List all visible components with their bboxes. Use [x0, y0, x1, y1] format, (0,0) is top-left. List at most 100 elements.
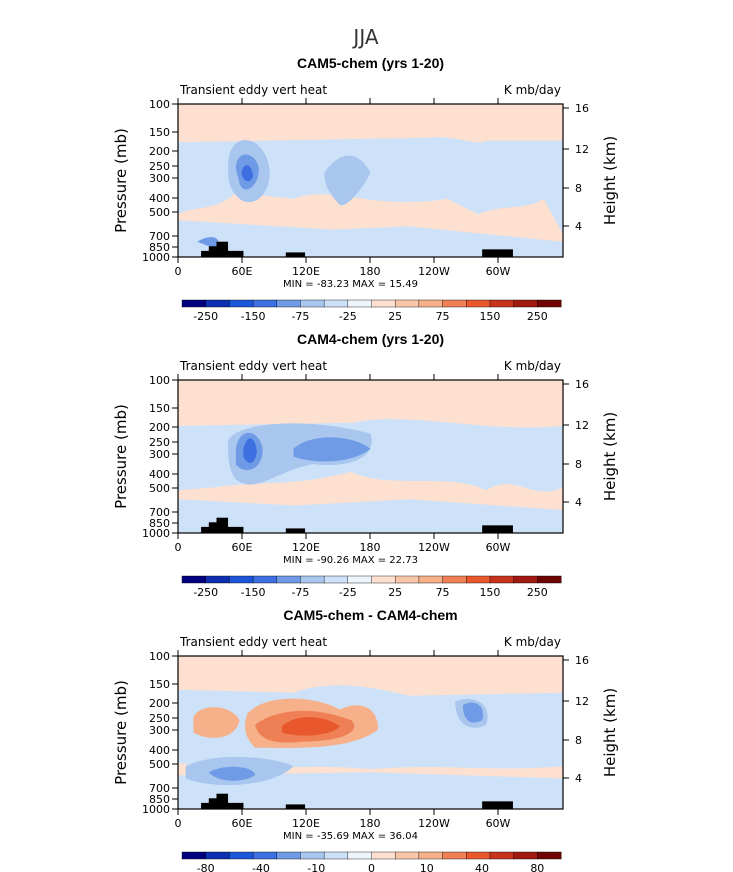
- y-tick-label: 150: [149, 678, 170, 691]
- x-tick-label: 180: [360, 817, 381, 830]
- chart-panel: CAM5-chem (yrs 1-20) Transient eddy vert …: [112, 55, 619, 323]
- y-tick-label: 300: [149, 172, 170, 185]
- x-tick-label: 120W: [418, 541, 450, 554]
- colorbar-swatch: [323, 299, 349, 308]
- colorbar-swatch: [466, 851, 491, 860]
- colorbar-label: -150: [241, 586, 266, 599]
- contour-region: [178, 137, 563, 234]
- colorbar-swatch: [300, 299, 325, 308]
- x-tick-label: 60W: [486, 817, 511, 830]
- figure-title: JJA: [351, 25, 378, 49]
- colorbar-swatch: [489, 575, 515, 584]
- colorbar-swatch: [229, 575, 254, 584]
- x-tick-label: 180: [360, 541, 381, 554]
- colorbar-label: -10: [307, 862, 325, 872]
- colorbar-swatch: [252, 575, 278, 584]
- contour-field: [178, 685, 563, 809]
- y-tick-label: 200: [149, 421, 170, 434]
- y-tick-label: 1000: [142, 527, 170, 540]
- y2-axis-label: Height (km): [601, 688, 619, 777]
- contour-region: [281, 717, 340, 736]
- colorbar-swatch: [276, 851, 301, 860]
- y-tick-label: 150: [149, 126, 170, 139]
- panel-title: CAM5-chem (yrs 1-20): [297, 55, 444, 71]
- colorbar-swatch: [252, 299, 278, 308]
- y-tick-label: 500: [149, 482, 170, 495]
- terrain: [482, 525, 513, 533]
- terrain: [285, 252, 306, 257]
- x-tick-label: 60E: [232, 817, 253, 830]
- x-tick-label: 0: [175, 541, 182, 554]
- colorbar-swatch: [418, 299, 444, 308]
- x-tick-label: 120W: [418, 265, 450, 278]
- y-tick-label: 150: [149, 402, 170, 415]
- colorbar-label: -80: [197, 862, 215, 872]
- min-max-text: MIN = -83.23 MAX = 15.49: [283, 279, 418, 290]
- variable-label: Transient eddy vert heat: [179, 635, 327, 649]
- y-axis-label: Pressure (mb): [112, 680, 130, 785]
- y-tick-label: 850: [149, 241, 170, 254]
- colorbar-swatch: [442, 851, 467, 860]
- colorbar-swatch: [394, 851, 420, 860]
- colorbar-swatch: [418, 575, 444, 584]
- colorbar-swatch: [276, 575, 301, 584]
- y-tick-label: 850: [149, 793, 170, 806]
- colorbar-swatch: [229, 299, 254, 308]
- colorbar-swatch: [513, 299, 538, 308]
- colorbar-swatch: [442, 299, 467, 308]
- y-tick-label: 850: [149, 517, 170, 530]
- y2-tick-label: 16: [575, 378, 589, 391]
- colorbar-label: 25: [388, 310, 402, 323]
- y-tick-label: 100: [149, 374, 170, 387]
- colorbar-swatch: [442, 575, 467, 584]
- colorbar-swatch: [466, 299, 491, 308]
- contour-region: [178, 499, 563, 533]
- colorbar-swatch: [371, 575, 396, 584]
- y2-tick-label: 4: [575, 496, 582, 509]
- panel-title: CAM5-chem - CAM4-chem: [283, 607, 457, 623]
- terrain: [216, 517, 229, 533]
- variable-label: Transient eddy vert heat: [179, 359, 327, 373]
- colorbar-swatch: [181, 299, 207, 308]
- terrain: [208, 798, 221, 809]
- terrain: [285, 804, 306, 809]
- x-tick-label: 120W: [418, 817, 450, 830]
- terrain: [216, 793, 229, 809]
- x-tick-label: 120E: [292, 541, 320, 554]
- y-tick-label: 250: [149, 436, 170, 449]
- colorbar-swatch: [300, 575, 325, 584]
- terrain: [285, 528, 306, 533]
- y2-tick-label: 12: [575, 143, 589, 156]
- colorbar-label: -40: [252, 862, 270, 872]
- y2-tick-label: 8: [575, 182, 582, 195]
- colorbar-label: 75: [436, 586, 450, 599]
- y-tick-label: 700: [149, 230, 170, 243]
- y2-tick-label: 8: [575, 458, 582, 471]
- contour-region: [178, 772, 563, 809]
- colorbar-swatch: [252, 851, 278, 860]
- panel-title: CAM4-chem (yrs 1-20): [297, 331, 444, 347]
- colorbar-swatch: [205, 299, 230, 308]
- terrain: [216, 241, 229, 257]
- contour-region: [208, 766, 255, 781]
- y-tick-label: 700: [149, 506, 170, 519]
- colorbar-swatch: [323, 851, 349, 860]
- contour-region: [197, 237, 219, 250]
- chart-panel: CAM4-chem (yrs 1-20) Transient eddy vert …: [112, 331, 619, 599]
- contour-region: [178, 220, 563, 257]
- colorbar-label: 75: [436, 310, 450, 323]
- y2-tick-label: 8: [575, 734, 582, 747]
- contour-region: [193, 707, 240, 738]
- y-tick-label: 250: [149, 160, 170, 173]
- y-tick-label: 400: [149, 192, 170, 205]
- colorbar-label: -25: [339, 586, 357, 599]
- units-label: K mb/day: [504, 635, 561, 649]
- x-tick-label: 0: [175, 817, 182, 830]
- y2-tick-label: 12: [575, 419, 589, 432]
- colorbar-swatch: [347, 575, 372, 584]
- colorbar-swatch: [537, 851, 562, 860]
- x-tick-label: 60E: [232, 265, 253, 278]
- y2-tick-label: 16: [575, 654, 589, 667]
- colorbar-swatch: [300, 851, 325, 860]
- colorbar-swatch: [347, 299, 372, 308]
